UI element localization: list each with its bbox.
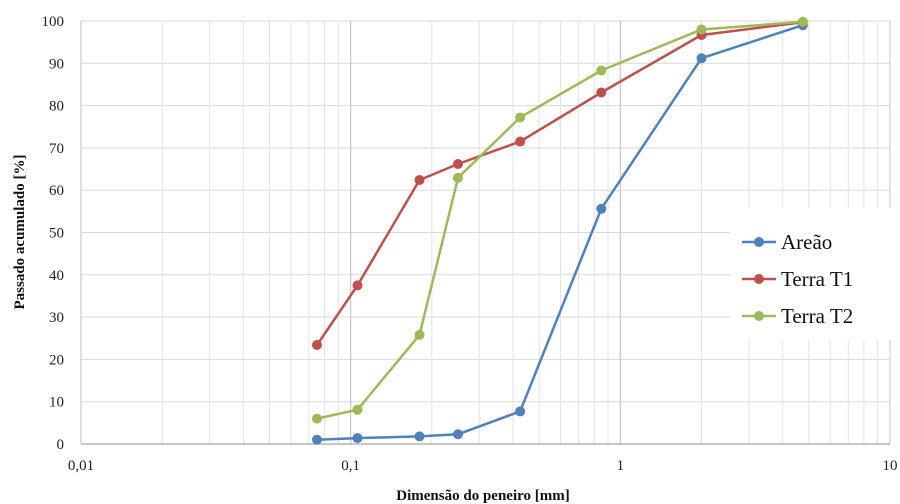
legend-label: Terra T2: [781, 304, 853, 328]
y-tick-label: 100: [42, 14, 65, 30]
data-point: [311, 340, 322, 351]
y-tick-label: 0: [57, 437, 65, 453]
tick-labels: 0 10 20 30 40 50 60 70 80 90 100 0,01 0,1 1 10: [42, 14, 898, 474]
legend-marker: [754, 274, 764, 284]
data-point: [452, 172, 463, 183]
y-tick-label: 50: [49, 226, 64, 242]
legend-label: Terra T1: [781, 267, 853, 291]
data-point: [452, 158, 463, 169]
data-point: [414, 431, 425, 442]
data-point: [596, 203, 607, 214]
data-point: [596, 65, 607, 76]
data-point: [352, 433, 363, 444]
x-tick-label: 0,1: [341, 458, 360, 474]
legend-marker: [754, 237, 764, 247]
data-point: [352, 280, 363, 291]
y-tick-label: 10: [49, 395, 64, 411]
data-point: [515, 112, 526, 123]
data-point: [515, 406, 526, 417]
data-point: [696, 24, 707, 35]
y-tick-label: 30: [49, 310, 64, 326]
data-point: [696, 53, 707, 64]
y-tick-label: 80: [49, 99, 64, 115]
series-line: [316, 24, 804, 442]
data-point: [596, 87, 607, 98]
legend-marker: [754, 311, 764, 321]
x-tick-label: 0,01: [68, 458, 94, 474]
grid: [81, 20, 891, 444]
data-point: [311, 413, 322, 424]
y-tick-label: 60: [49, 183, 64, 199]
y-tick-label: 70: [49, 141, 64, 157]
x-tick-label: 1: [617, 458, 625, 474]
data-point: [311, 434, 322, 445]
data-point: [352, 404, 363, 415]
axes: [80, 21, 890, 445]
y-axis-title: Passado acumulado [%]: [12, 154, 28, 309]
series-line: [315, 21, 803, 346]
y-tick-label: 90: [49, 56, 64, 72]
data-point: [414, 329, 425, 340]
data-point: [414, 175, 425, 186]
x-tick-label: 10: [883, 458, 898, 474]
data-point: [452, 429, 463, 440]
series: [311, 16, 808, 445]
legend: Areão Terra T1 Terra T2: [730, 208, 900, 340]
y-tick-label: 40: [49, 268, 64, 284]
series-line: [316, 20, 803, 420]
data-point: [797, 16, 808, 27]
data-point: [515, 136, 526, 147]
legend-label: Areão: [781, 230, 832, 254]
x-axis-title: Dimensão do peneiro [mm]: [396, 488, 569, 504]
y-tick-label: 20: [49, 352, 64, 368]
